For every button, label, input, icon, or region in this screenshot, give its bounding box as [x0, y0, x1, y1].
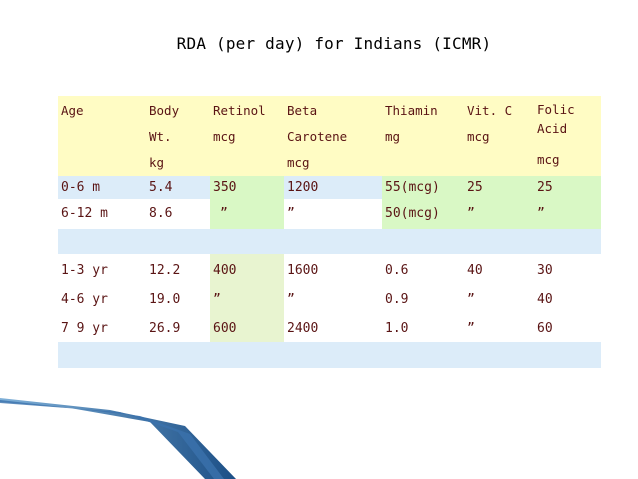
cell-thiamin: 0.9	[385, 292, 409, 307]
cell-folic-acid: 25	[534, 176, 601, 199]
cell-beta-carotene: 1200	[284, 176, 382, 199]
header-retinol: Retinol mcg	[213, 103, 266, 144]
header-age: Age	[61, 103, 84, 118]
cell-age: 1-3 yr	[61, 263, 108, 278]
table-row: 0-6 m 5.4 350 1200 55(mcg) 25 25	[58, 176, 601, 199]
cell-folic-acid: 60	[537, 321, 553, 336]
table-header-row: Age Body Wt. kg Retinol mcg Beta Carotene mcg…	[58, 96, 601, 176]
decorative-arrow-graphic	[0, 398, 236, 479]
cell-retinol: ”	[210, 199, 284, 229]
cell-age: 4-6 yr	[61, 292, 108, 307]
band-row	[58, 229, 601, 254]
cell-body-weight: 12.2	[149, 263, 181, 278]
header-beta-carotene: Beta Carotene mcg	[287, 103, 348, 170]
cell-body-weight: 19.0	[149, 292, 181, 307]
cell-retinol: 600	[210, 314, 284, 342]
cell-thiamin: 0.6	[385, 263, 409, 278]
table-row: 4-6 yr 19.0 ” ” 0.9 ” 40	[58, 286, 601, 314]
cell-thiamin: 55(mcg)	[382, 176, 464, 199]
header-thiamin: Thiamin mg	[385, 103, 438, 144]
cell-beta-carotene: 1600	[287, 263, 319, 278]
cell-vitc: ”	[464, 199, 534, 229]
cell-body-weight: 8.6	[149, 206, 173, 221]
cell-age: 0-6 m	[58, 176, 146, 199]
cell-beta-carotene: ”	[287, 206, 295, 221]
table-row: 6-12 m 8.6 ” ” 50(mcg) ” ”	[58, 199, 601, 229]
cell-retinol: 400	[210, 254, 284, 286]
cell-retinol: 350	[210, 176, 284, 199]
cell-vitc: 25	[464, 176, 534, 199]
cell-retinol: ”	[210, 286, 284, 314]
cell-vitc: 40	[467, 263, 483, 278]
cell-body-weight: 26.9	[149, 321, 181, 336]
table-row: 7 9 yr 26.9 600 2400 1.0 ” 60	[58, 314, 601, 342]
cell-vitc: ”	[467, 321, 475, 336]
cell-age: 7 9 yr	[61, 321, 108, 336]
cell-folic-acid: 40	[537, 292, 553, 307]
band-row	[58, 342, 601, 368]
header-folic-acid: Folic Acid mcg	[537, 102, 575, 167]
cell-age: 6-12 m	[61, 206, 108, 221]
cell-thiamin: 50(mcg)	[382, 199, 464, 229]
cell-body-weight: 5.4	[146, 176, 210, 199]
table-row: 1-3 yr 12.2 400 1600 0.6 40 30	[58, 254, 601, 286]
page-title: RDA (per day) for Indians (ICMR)	[176, 34, 492, 53]
cell-beta-carotene: 2400	[287, 321, 319, 336]
cell-thiamin: 1.0	[385, 321, 409, 336]
cell-folic-acid: 30	[537, 263, 553, 278]
header-body-weight: Body Wt. kg	[149, 103, 180, 170]
cell-folic-acid: ”	[534, 199, 601, 229]
cell-beta-carotene: ”	[287, 292, 295, 307]
cell-vitc: ”	[467, 292, 475, 307]
